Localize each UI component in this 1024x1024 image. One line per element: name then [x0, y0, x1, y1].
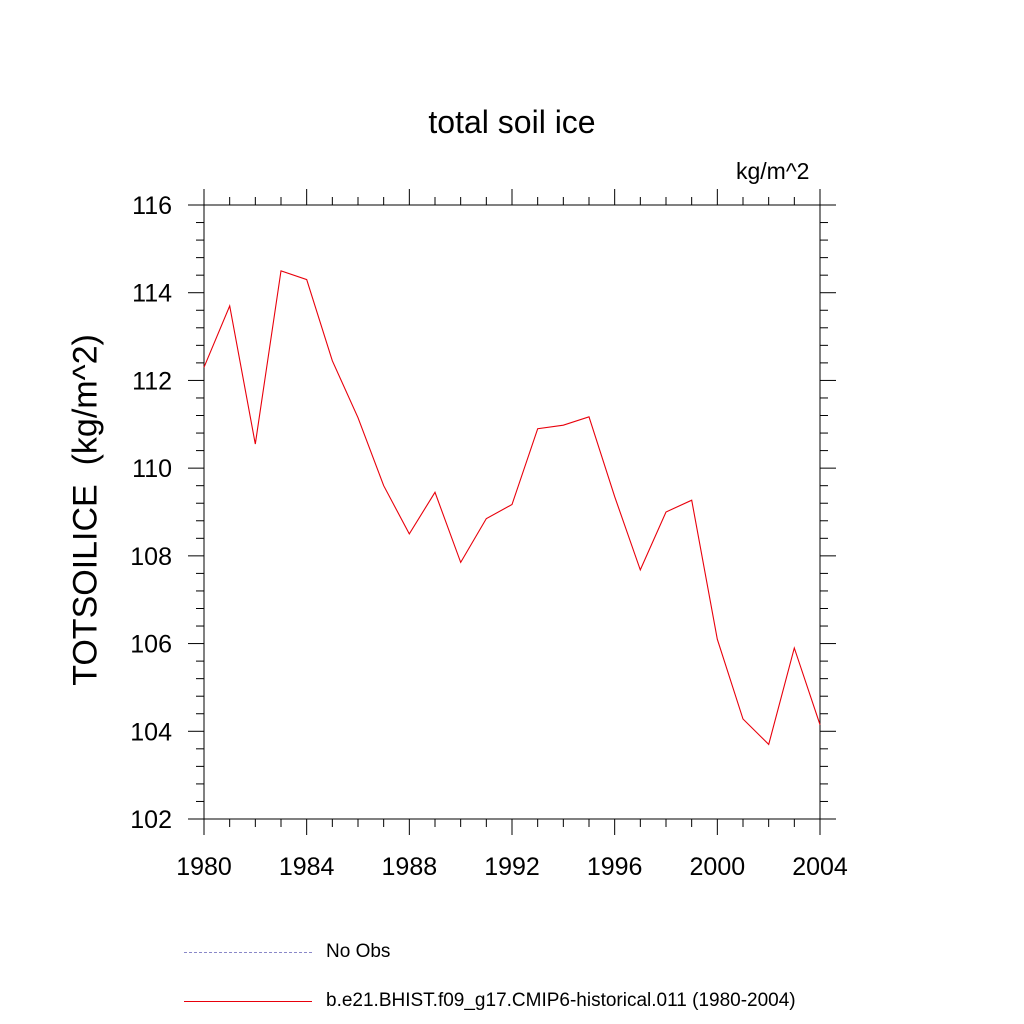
y-tick-label: 106: [130, 631, 172, 659]
y-tick-label: 112: [132, 367, 172, 395]
y-tick-label: 102: [130, 806, 172, 834]
series-layer: [203, 270, 821, 746]
tick-labels: 1980 1984 1988 1992 1996 2000 2004 102 104 106 108…: [130, 192, 848, 881]
y-tick-label: 108: [130, 543, 172, 571]
axis-ticks: [188, 189, 836, 835]
plot-frame: [203, 204, 821, 820]
legend-swatch-solid: [184, 1001, 312, 1002]
x-tick-label: 1992: [484, 853, 540, 881]
x-tick-label: 1996: [587, 853, 643, 881]
x-tick-label: 2000: [690, 853, 746, 881]
y-tick-label: 116: [132, 192, 172, 220]
legend-label-historical: b.e21.BHIST.f09_g17.CMIP6-historical.011…: [326, 990, 796, 1011]
series-line-0: [203, 270, 821, 746]
chart-title: total soil ice: [428, 104, 596, 140]
x-tick-label: 1984: [279, 853, 335, 881]
y-tick-label: 104: [130, 718, 172, 746]
y-tick-label: 114: [132, 280, 172, 308]
x-tick-label: 1988: [382, 853, 438, 881]
y-tick-label: 110: [132, 455, 172, 483]
x-tick-label: 2004: [792, 853, 848, 881]
legend-label-no-obs: No Obs: [326, 941, 391, 962]
x-tick-label: 1980: [176, 853, 232, 881]
units-label: kg/m^2: [736, 158, 810, 184]
legend-swatch-dashed: [184, 952, 312, 953]
